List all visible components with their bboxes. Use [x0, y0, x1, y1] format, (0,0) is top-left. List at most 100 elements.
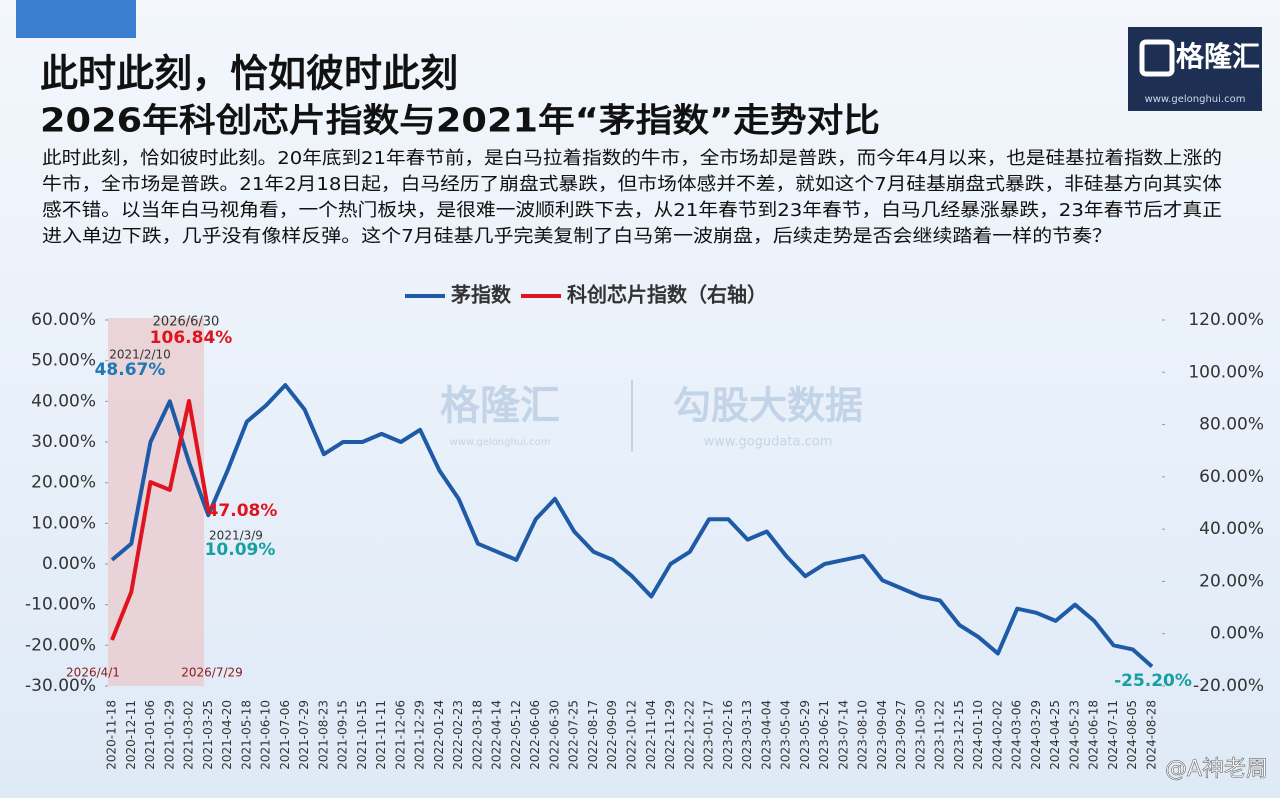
annotation: 2021/2/10	[109, 348, 171, 362]
y2-tick-label: 0.00%	[1210, 624, 1264, 644]
logo-icon	[1139, 39, 1175, 77]
y2-tick-label: 20.00%	[1199, 571, 1264, 591]
x-tick-label: 2021-12-06	[393, 700, 407, 770]
annotation: 2026/7/29	[181, 666, 243, 680]
x-tick-label: 2021-07-29	[297, 700, 311, 770]
y-tick-label: -20.00%	[25, 635, 96, 655]
x-tick-label: 2022-06-06	[528, 700, 542, 770]
subtitle: 2026年科创芯片指数与2021年“茅指数”走势对比	[40, 101, 880, 140]
x-tick-label: 2024-07-11	[1106, 700, 1120, 770]
y-tick-label: 50.00%	[31, 351, 96, 371]
x-tick-label: 2021-10-15	[355, 700, 369, 770]
x-tick-label: 2021-05-18	[239, 700, 253, 770]
x-tick-label: 2022-04-14	[490, 700, 504, 770]
x-tick-label: 2021-08-23	[316, 700, 330, 770]
paragraph-line: 感不错。以当年白马视角看，一个热门板块，是很难一波顺利跌下去，从21年春节到23…	[42, 200, 1222, 221]
watermark: www.gelonghui.com	[450, 437, 551, 448]
x-tick-label: 2024-06-18	[1087, 700, 1101, 770]
y2-tick-label: 80.00%	[1199, 415, 1264, 435]
y2-tick-label: 60.00%	[1199, 467, 1264, 487]
x-tick-label: 2021-03-25	[201, 700, 215, 770]
x-tick-label: 2023-10-30	[913, 700, 927, 770]
x-tick-label: 2024-08-28	[1145, 700, 1159, 770]
annotation: 2021/3/9	[209, 529, 263, 543]
logo-url: www.gelonghui.com	[1145, 94, 1246, 105]
x-tick-label: 2022-05-12	[509, 700, 523, 770]
x-tick-label: 2022-01-24	[432, 700, 446, 770]
corner-tab	[16, 0, 136, 38]
footer: @A神老周	[1165, 757, 1268, 782]
x-tick-label: 2020-12-11	[124, 700, 138, 770]
x-tick-label: 2022-10-12	[625, 700, 639, 770]
y-tick-label: 60.00%	[31, 310, 96, 330]
x-tick-label: 2023-01-17	[702, 700, 716, 770]
x-tick-label: 2023-12-15	[952, 700, 966, 770]
x-tick-label: 2021-03-02	[182, 700, 196, 770]
x-tick-label: 2022-11-04	[644, 700, 658, 770]
annotation: 2026/6/30	[153, 315, 220, 330]
legend-label: 科创芯片指数（右轴）	[567, 283, 767, 307]
x-tick-label: 2021-01-06	[143, 700, 157, 770]
y2-tick-label: -20.00%	[1193, 676, 1264, 696]
watermark: www.gogudata.com	[704, 435, 833, 450]
x-tick-label: 2023-05-29	[798, 700, 812, 770]
x-tick-label: 2022-06-30	[547, 700, 561, 770]
x-tick-label: 2024-05-23	[1067, 700, 1081, 770]
x-tick-label: 2023-11-22	[933, 700, 947, 770]
y2-tick-label: 120.00%	[1188, 310, 1264, 330]
x-tick-label: 2023-09-27	[894, 700, 908, 770]
x-tick-label: 2022-02-23	[451, 700, 465, 770]
watermark: 勾股大数据	[673, 384, 863, 428]
annotation: -25.20%	[1114, 671, 1192, 691]
x-tick-label: 2022-07-25	[567, 700, 581, 770]
series-line	[110, 399, 211, 641]
y2-tick-label: 100.00%	[1188, 362, 1264, 382]
x-tick-label: 2021-07-06	[278, 700, 292, 770]
annotation: 2026/4/1	[66, 666, 120, 680]
y2-tick-label: 40.00%	[1199, 519, 1264, 539]
x-tick-label: 2024-08-05	[1125, 700, 1139, 770]
x-tick-label: 2023-05-04	[779, 700, 793, 770]
x-tick-label: 2021-04-20	[220, 700, 234, 770]
annotation: 106.84%	[150, 328, 233, 348]
y-tick-label: 20.00%	[31, 473, 96, 493]
paragraph-line: 此时此刻，恰如彼时此刻。20年底到21年春节前，是白马拉着指数的牛市，全市场却是…	[42, 148, 1222, 169]
x-tick-label: 2023-06-21	[817, 700, 831, 770]
x-tick-label: 2023-07-14	[836, 700, 850, 770]
x-tick-label: 2022-12-22	[682, 700, 696, 770]
x-tick-label: 2024-03-06	[1010, 700, 1024, 770]
y-tick-label: -30.00%	[25, 676, 96, 696]
x-tick-label: 2023-03-13	[740, 700, 754, 770]
annotation: 48.67%	[95, 360, 166, 380]
x-tick-label: 2023-04-04	[759, 700, 773, 770]
x-tick-label: 2021-11-11	[374, 700, 388, 770]
x-tick-label: 2022-08-17	[586, 700, 600, 770]
x-tick-label: 2022-03-18	[470, 700, 484, 770]
x-tick-label: 2024-02-02	[990, 700, 1004, 770]
paragraph-line: 牛市，全市场是普跌。21年2月18日起，白马经历了崩盘式暴跌，但市场体感并不差，…	[42, 174, 1222, 195]
y-tick-label: 40.00%	[31, 391, 96, 411]
x-tick-label: 2021-12-29	[413, 700, 427, 770]
series-line	[110, 383, 1154, 668]
x-tick-label: 2024-04-25	[1048, 700, 1062, 770]
x-tick-label: 2021-01-29	[162, 700, 176, 770]
plot: -30.00% -20.00% -10.00% 0.00% 10.00% 20.00% 30…	[25, 283, 1264, 770]
x-tick-label: 2021-09-15	[336, 700, 350, 770]
y-tick-label: 0.00%	[42, 554, 96, 574]
x-tick-label: 2024-01-10	[971, 700, 985, 770]
annotation: 47.08%	[207, 501, 278, 521]
x-tick-label: 2021-06-10	[259, 700, 273, 770]
x-tick-label: 2023-08-10	[856, 700, 870, 770]
y-tick-label: 10.00%	[31, 513, 96, 533]
annotation: 10.09%	[205, 540, 276, 560]
title: 此时此刻，恰如彼时此刻	[40, 52, 458, 96]
x-tick-label: 2022-11-29	[663, 700, 677, 770]
x-tick-label: 2024-03-29	[1029, 700, 1043, 770]
y-tick-label: 30.00%	[31, 432, 96, 452]
legend-label: 茅指数	[451, 283, 512, 307]
x-tick-label: 2022-09-09	[605, 700, 619, 770]
highlight-region	[108, 318, 204, 686]
paragraph-line: 进入单边下跌，几乎没有像样反弹。这个7月硅基几乎完美复制了白马第一波崩盘，后续走…	[42, 226, 1112, 247]
